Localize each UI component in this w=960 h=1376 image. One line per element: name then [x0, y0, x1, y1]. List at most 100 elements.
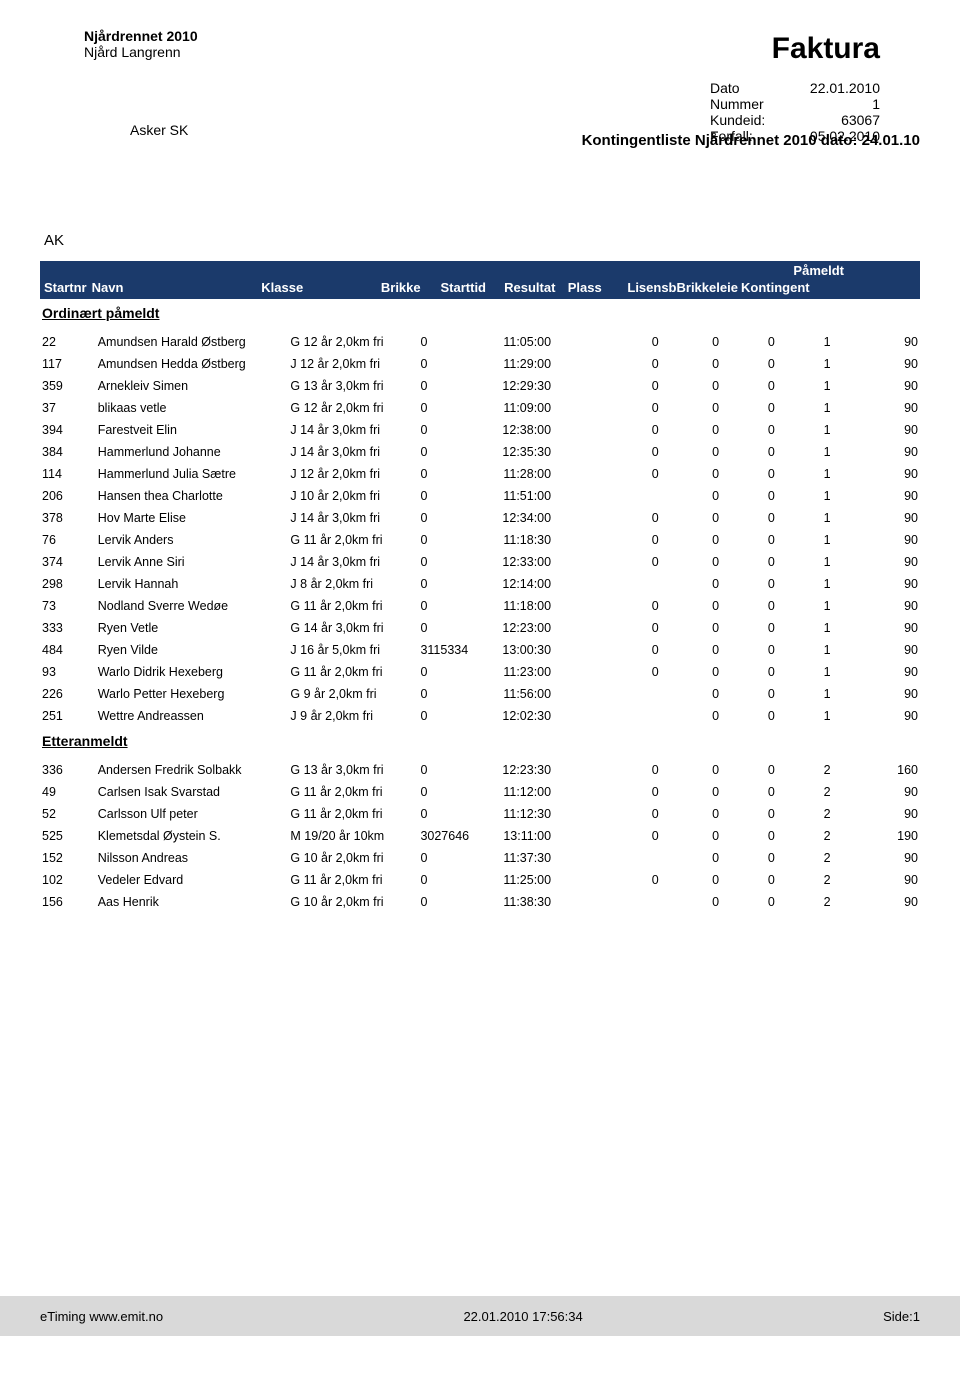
cell-brikke: 0	[418, 375, 483, 397]
cell-brikke: 0	[418, 441, 483, 463]
cell-brikkeleie: 0	[743, 705, 799, 727]
cell-brikkeleie: 0	[743, 891, 799, 913]
cell-pameldt: 2	[799, 891, 855, 913]
cell-pameldt: 1	[799, 683, 855, 705]
cell-startnr: 336	[40, 759, 96, 781]
cell-pameldt: 1	[799, 397, 855, 419]
cell-resultat	[553, 353, 623, 375]
col-navn: Navn	[92, 280, 258, 295]
cell-klasse: J 14 år 3,0km fri	[288, 441, 418, 463]
cell-pameldt: 1	[799, 551, 855, 573]
cell-startnr: 298	[40, 573, 96, 595]
cell-kontingent: 90	[855, 661, 920, 683]
cell-klasse: G 10 år 2,0km fri	[288, 847, 418, 869]
cell-pameldt: 1	[799, 507, 855, 529]
event-sub: Njård Langrenn	[84, 44, 198, 60]
cell-brikke: 0	[418, 661, 483, 683]
cell-kontingent: 90	[855, 573, 920, 595]
cell-brikkeleie: 0	[743, 441, 799, 463]
cell-kontingent: 90	[855, 397, 920, 419]
page: Njårdrennet 2010 Njård Langrenn Faktura …	[0, 0, 960, 1336]
cell-startnr: 359	[40, 375, 96, 397]
cell-klasse: G 13 år 3,0km fri	[288, 759, 418, 781]
cell-kontingent: 90	[855, 869, 920, 891]
cell-starttid: 11:09:00	[483, 397, 553, 419]
cell-navn: Amundsen Harald Østberg	[96, 331, 289, 353]
cell-starttid: 13:11:00	[483, 825, 553, 847]
cell-pameldt: 1	[799, 353, 855, 375]
cell-startnr: 117	[40, 353, 96, 375]
cell-klasse: G 12 år 2,0km fri	[288, 397, 418, 419]
cell-resultat	[553, 507, 623, 529]
cell-starttid: 12:23:00	[483, 617, 553, 639]
table-row: 384Hammerlund JohanneJ 14 år 3,0km fri01…	[40, 441, 920, 463]
cell-navn: Hammerlund Julia Sætre	[96, 463, 289, 485]
meta-kundeid-value: 63067	[790, 112, 880, 128]
cell-lisens: 0	[688, 869, 744, 891]
table-row: 394Farestveit ElinJ 14 år 3,0km fri012:3…	[40, 419, 920, 441]
section-etteranmeldt: Etteranmeldt	[42, 733, 920, 749]
cell-brikkeleie: 0	[743, 485, 799, 507]
table-row: 333Ryen VetleG 14 år 3,0km fri012:23:000…	[40, 617, 920, 639]
table-row: 117Amundsen Hedda ØstbergJ 12 år 2,0km f…	[40, 353, 920, 375]
cell-kontingent: 90	[855, 529, 920, 551]
cell-navn: Carlsson Ulf peter	[96, 803, 289, 825]
col-brikke: Brikke	[381, 280, 437, 295]
cell-plass	[623, 705, 688, 727]
cell-starttid: 11:56:00	[483, 683, 553, 705]
cell-klasse: J 14 år 3,0km fri	[288, 551, 418, 573]
cell-starttid: 11:37:30	[483, 847, 553, 869]
cell-starttid: 12:34:00	[483, 507, 553, 529]
cell-pameldt: 2	[799, 803, 855, 825]
cell-navn: Amundsen Hedda Østberg	[96, 353, 289, 375]
cell-brikkeleie: 0	[743, 869, 799, 891]
cell-startnr: 73	[40, 595, 96, 617]
cell-klasse: J 12 år 2,0km fri	[288, 463, 418, 485]
cell-lisens: 0	[688, 705, 744, 727]
cell-brikkeleie: 0	[743, 463, 799, 485]
cell-lisens: 0	[688, 507, 744, 529]
cell-resultat	[553, 639, 623, 661]
table-row: 206Hansen thea CharlotteJ 10 år 2,0km fr…	[40, 485, 920, 507]
cell-pameldt: 2	[799, 847, 855, 869]
cell-brikkeleie: 0	[743, 397, 799, 419]
cell-brikkeleie: 0	[743, 847, 799, 869]
cell-brikke: 0	[418, 595, 483, 617]
event-title: Njårdrennet 2010	[84, 28, 198, 44]
cell-klasse: G 10 år 2,0km fri	[288, 891, 418, 913]
cell-startnr: 22	[40, 331, 96, 353]
cell-resultat	[553, 617, 623, 639]
cell-resultat	[553, 869, 623, 891]
cell-pameldt: 1	[799, 705, 855, 727]
cell-startnr: 102	[40, 869, 96, 891]
table-row: 114Hammerlund Julia SætreJ 12 år 2,0km f…	[40, 463, 920, 485]
cell-starttid: 11:23:00	[483, 661, 553, 683]
cell-brikke: 0	[418, 781, 483, 803]
table-row: 298Lervik HannahJ 8 år 2,0km fri012:14:0…	[40, 573, 920, 595]
cell-starttid: 11:18:00	[483, 595, 553, 617]
cell-plass: 0	[623, 375, 688, 397]
cell-brikkeleie: 0	[743, 617, 799, 639]
cell-kontingent: 90	[855, 375, 920, 397]
cell-kontingent: 90	[855, 331, 920, 353]
cell-lisens: 0	[688, 485, 744, 507]
cell-starttid: 11:25:00	[483, 869, 553, 891]
cell-startnr: 93	[40, 661, 96, 683]
cell-resultat	[553, 781, 623, 803]
cell-kontingent: 90	[855, 683, 920, 705]
cell-lisens: 0	[688, 595, 744, 617]
cell-pameldt: 1	[799, 441, 855, 463]
table-row: 525Klemetsdal Øystein S.M 19/20 år 10km3…	[40, 825, 920, 847]
cell-klasse: G 13 år 3,0km fri	[288, 375, 418, 397]
cell-pameldt: 1	[799, 485, 855, 507]
col-lisens-brikke: LisensbBrikkeleie	[627, 280, 737, 295]
cell-lisens: 0	[688, 397, 744, 419]
table-row: 251Wettre AndreassenJ 9 år 2,0km fri012:…	[40, 705, 920, 727]
cell-brikke: 0	[418, 507, 483, 529]
cell-lisens: 0	[688, 441, 744, 463]
cell-plass: 0	[623, 759, 688, 781]
cell-startnr: 226	[40, 683, 96, 705]
cell-klasse: G 11 år 2,0km fri	[288, 869, 418, 891]
cell-brikke: 3027646	[418, 825, 483, 847]
cell-lisens: 0	[688, 375, 744, 397]
